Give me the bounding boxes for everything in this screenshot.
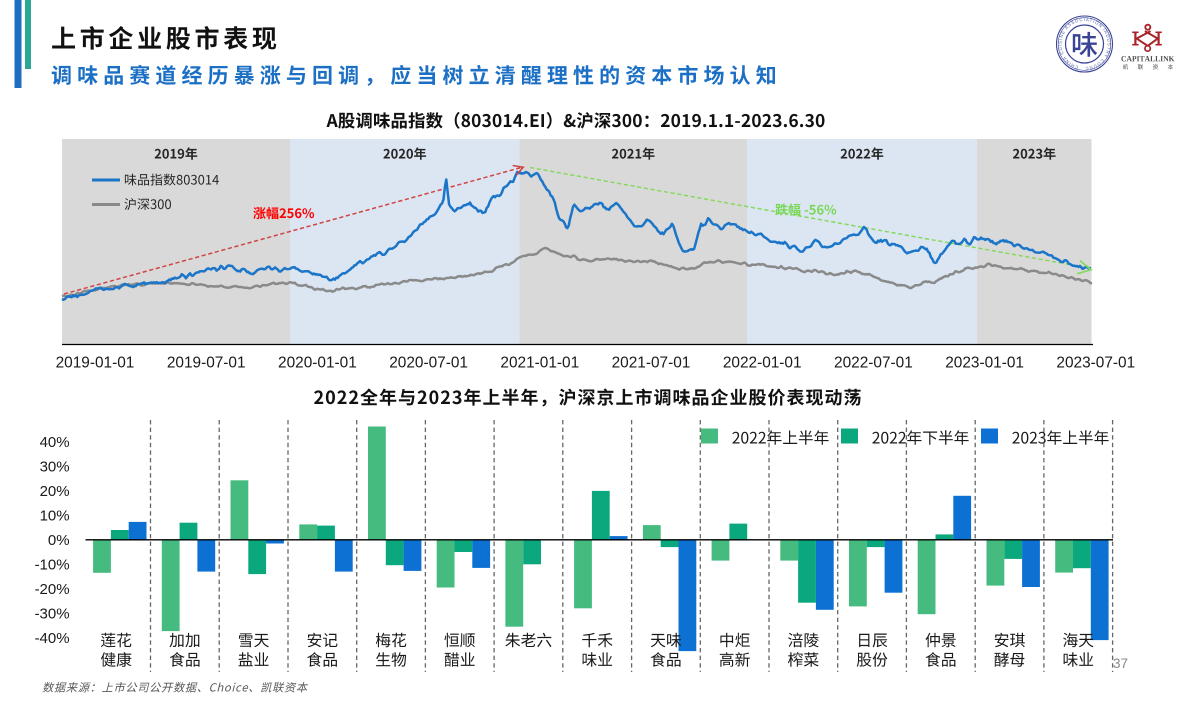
- svg-text:30%: 30%: [40, 459, 70, 476]
- svg-text:-10%: -10%: [35, 556, 70, 573]
- svg-text:37: 37: [1113, 656, 1128, 671]
- svg-text:2020-07-01: 2020-07-01: [389, 355, 468, 372]
- svg-text:2021-01-01: 2021-01-01: [500, 355, 579, 372]
- svg-text:20%: 20%: [40, 483, 70, 500]
- svg-text:40%: 40%: [40, 434, 70, 451]
- svg-text:2022-01-01: 2022-01-01: [723, 355, 802, 372]
- svg-text:-20%: -20%: [35, 581, 70, 598]
- svg-text:10%: 10%: [40, 507, 70, 524]
- svg-text:-40%: -40%: [35, 630, 70, 647]
- svg-text:2019-07-01: 2019-07-01: [167, 355, 246, 372]
- svg-text:2023-07-01: 2023-07-01: [1056, 355, 1135, 372]
- svg-text:2023-01-01: 2023-01-01: [945, 355, 1024, 372]
- svg-text:2021-07-01: 2021-07-01: [612, 355, 691, 372]
- svg-text:0%: 0%: [48, 532, 70, 549]
- svg-text:2020-01-01: 2020-01-01: [278, 355, 357, 372]
- svg-text:2019-01-01: 2019-01-01: [56, 355, 135, 372]
- svg-text:2022-07-01: 2022-07-01: [834, 355, 913, 372]
- svg-text:-30%: -30%: [35, 605, 70, 622]
